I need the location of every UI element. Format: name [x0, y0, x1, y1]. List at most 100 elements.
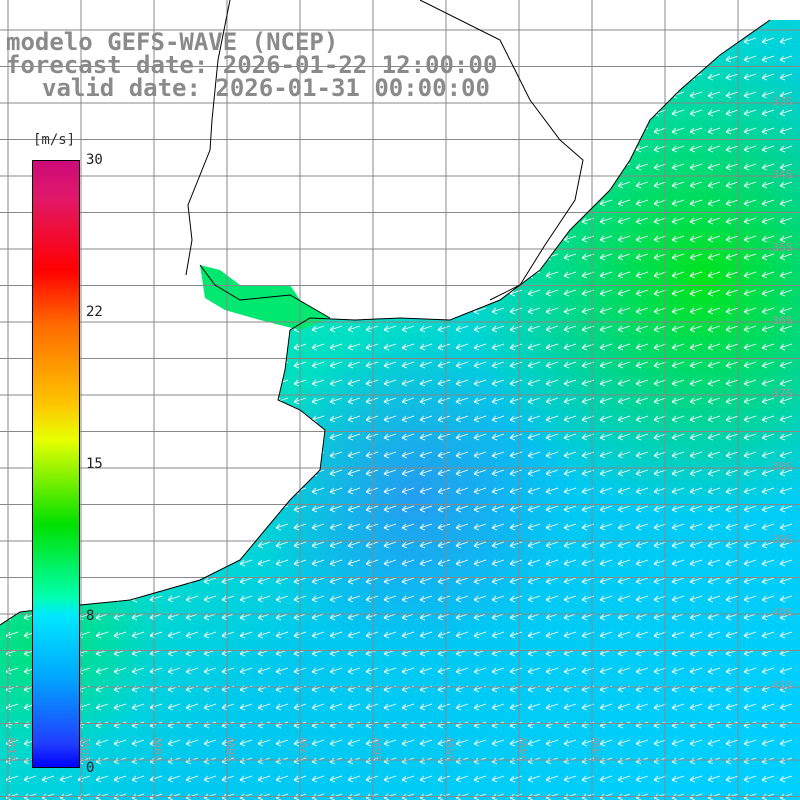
colorbar-tick-22: 22	[86, 304, 103, 320]
wind-arrow	[509, 37, 523, 45]
wind-arrow	[707, 577, 721, 585]
wind-arrow	[563, 235, 577, 243]
wind-arrow	[437, 307, 451, 315]
wind-arrow	[509, 253, 523, 261]
wind-arrow	[95, 127, 109, 135]
wind-arrow	[707, 631, 721, 639]
wind-arrow	[617, 487, 631, 495]
wind-arrow	[203, 397, 217, 405]
wind-arrow	[383, 145, 397, 153]
wind-arrow	[545, 613, 559, 621]
wind-arrow	[635, 451, 649, 459]
wind-arrow	[689, 379, 703, 387]
wind-arrow	[743, 433, 757, 441]
wind-arrow	[113, 631, 127, 639]
wind-arrow	[203, 415, 217, 423]
wind-arrow	[707, 397, 721, 405]
wind-arrow	[401, 199, 415, 207]
lat-label: 41S	[772, 679, 793, 692]
wind-arrow	[95, 343, 109, 351]
wind-arrow	[113, 379, 127, 387]
wind-arrow	[671, 145, 685, 153]
wind-arrow	[743, 739, 757, 747]
wind-arrow	[239, 253, 253, 261]
wind-arrow	[383, 523, 397, 531]
wind-arrow	[239, 235, 253, 243]
wind-arrow	[347, 343, 361, 351]
wind-arrow	[437, 127, 451, 135]
wind-arrow	[743, 289, 757, 297]
wind-arrow	[401, 667, 415, 675]
wind-arrow	[617, 55, 631, 63]
wind-arrow	[563, 703, 577, 711]
wind-arrow	[761, 163, 775, 171]
wind-arrow	[653, 433, 667, 441]
wind-arrow	[437, 415, 451, 423]
wind-arrow	[671, 775, 685, 783]
wind-arrow	[491, 181, 505, 189]
wind-arrow	[761, 397, 775, 405]
lon-label: 61W	[6, 737, 19, 762]
wind-arrow	[599, 469, 613, 477]
wind-arrow	[455, 127, 469, 135]
wind-arrow	[563, 217, 577, 225]
wind-arrow	[149, 199, 163, 207]
wind-arrow	[563, 667, 577, 675]
wind-arrow	[545, 469, 559, 477]
wind-arrow	[311, 343, 325, 351]
wind-arrow	[455, 181, 469, 189]
wind-arrow	[671, 523, 685, 531]
wind-arrow	[365, 181, 379, 189]
wind-arrow	[689, 325, 703, 333]
wind-arrow	[689, 541, 703, 549]
wind-arrow	[527, 145, 541, 153]
wind-arrow	[257, 739, 271, 747]
wind-arrow	[617, 667, 631, 675]
wind-arrow	[491, 505, 505, 513]
wind-arrow	[545, 559, 559, 567]
wind-arrow	[617, 703, 631, 711]
wind-arrow	[383, 199, 397, 207]
wind-arrow	[707, 217, 721, 225]
wind-arrow	[311, 739, 325, 747]
wind-arrow	[329, 253, 343, 261]
wind-arrow	[257, 559, 271, 567]
wind-arrow	[419, 109, 433, 117]
wind-arrow	[149, 415, 163, 423]
wind-arrow	[509, 397, 523, 405]
wind-arrow	[275, 523, 289, 531]
wind-arrow	[401, 109, 415, 117]
wind-arrow	[761, 37, 775, 45]
wind-arrow	[419, 397, 433, 405]
wind-arrow	[185, 775, 199, 783]
wind-arrow	[455, 541, 469, 549]
wind-arrow	[383, 379, 397, 387]
wind-arrow	[41, 109, 55, 117]
wind-arrow	[185, 595, 199, 603]
wind-arrow	[779, 415, 793, 423]
wind-arrow	[563, 523, 577, 531]
wind-arrow	[689, 487, 703, 495]
wind-arrow	[473, 433, 487, 441]
wind-arrow	[563, 559, 577, 567]
wind-arrow	[239, 361, 253, 369]
wind-arrow	[401, 253, 415, 261]
lat-label: 40S	[772, 606, 793, 619]
wind-arrow	[239, 433, 253, 441]
wind-arrow	[671, 127, 685, 135]
wind-arrow	[779, 595, 793, 603]
wind-arrow	[743, 577, 757, 585]
wind-arrow	[257, 667, 271, 675]
wind-arrow	[329, 181, 343, 189]
wind-arrow	[725, 163, 739, 171]
wind-arrow	[401, 181, 415, 189]
wind-arrow	[185, 361, 199, 369]
wind-arrow	[527, 775, 541, 783]
wind-arrow	[347, 289, 361, 297]
wind-arrow	[473, 541, 487, 549]
wind-arrow	[419, 667, 433, 675]
wind-arrow	[113, 127, 127, 135]
wind-arrow	[221, 145, 235, 153]
wind-arrow	[761, 523, 775, 531]
